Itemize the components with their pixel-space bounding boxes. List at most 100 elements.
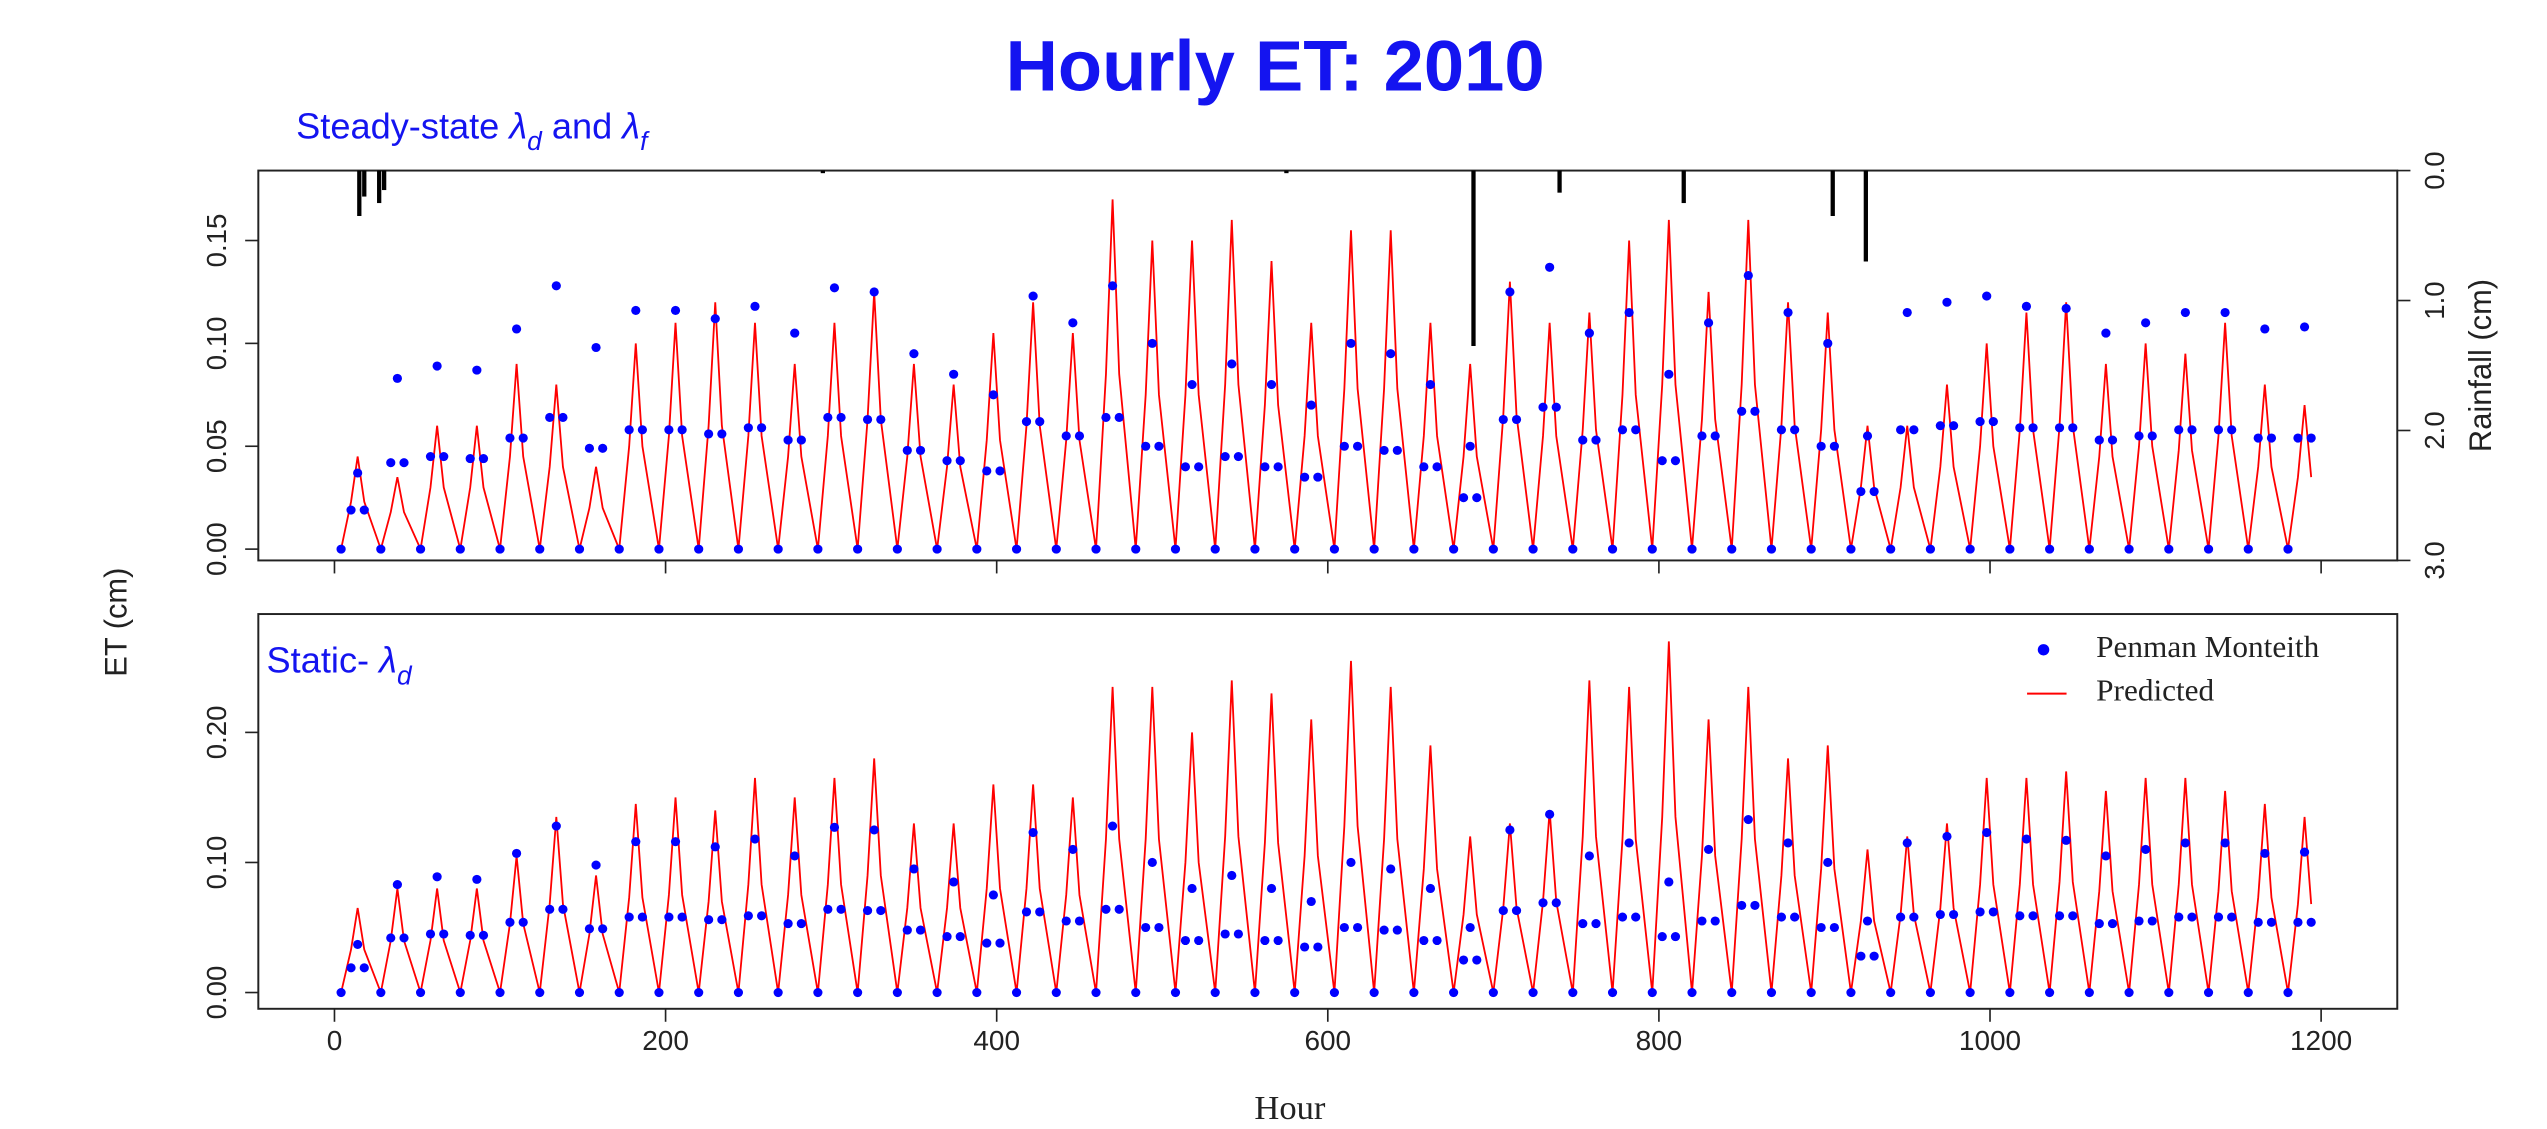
pm-point bbox=[1233, 929, 1244, 939]
pm-point bbox=[1091, 544, 1101, 554]
pm-point bbox=[2243, 544, 2253, 554]
pm-point bbox=[1346, 857, 1356, 868]
pm-point bbox=[2253, 433, 2263, 443]
pm-point bbox=[1823, 857, 1833, 868]
pm-point bbox=[1068, 844, 1078, 855]
pm-point bbox=[2306, 433, 2316, 443]
pm-point bbox=[2260, 324, 2270, 334]
pm-point bbox=[1687, 987, 1697, 998]
pm-point bbox=[1488, 987, 1498, 998]
pm-point bbox=[1339, 922, 1349, 933]
pm-point bbox=[836, 412, 846, 423]
pm-point bbox=[1528, 987, 1538, 998]
pm-point bbox=[472, 365, 482, 375]
pm-point bbox=[823, 412, 833, 423]
pm-point bbox=[1578, 435, 1588, 445]
y2-axis-title: Rainfall (cm) bbox=[2463, 279, 2498, 452]
pm-point bbox=[1458, 955, 1469, 965]
pm-point bbox=[425, 451, 436, 462]
predicted-line bbox=[340, 641, 2313, 996]
pm-point bbox=[1011, 987, 1022, 998]
pm-point bbox=[1266, 883, 1277, 894]
pm-point bbox=[511, 324, 522, 334]
pm-point bbox=[2045, 544, 2055, 554]
pm-point bbox=[654, 987, 664, 998]
pm-point bbox=[1965, 544, 1975, 554]
pm-point bbox=[1664, 877, 1674, 887]
pm-point bbox=[455, 544, 465, 554]
pm-point bbox=[2101, 328, 2111, 338]
pm-point bbox=[2015, 911, 2025, 921]
pm-point bbox=[1935, 909, 1945, 920]
pm-point bbox=[2227, 912, 2237, 922]
pm-point bbox=[813, 544, 823, 554]
panel-label: Static- λd bbox=[267, 639, 414, 690]
pm-point bbox=[972, 987, 982, 998]
pm-point bbox=[2306, 917, 2316, 927]
pm-point bbox=[1975, 907, 1985, 917]
pm-point bbox=[1902, 838, 1912, 848]
pm-point bbox=[1631, 425, 1641, 435]
pm-point bbox=[1687, 544, 1697, 554]
pm-point bbox=[346, 505, 356, 515]
pm-point bbox=[1114, 904, 1124, 914]
pm-point bbox=[1147, 338, 1157, 348]
y-tick-label: 0.10 bbox=[201, 836, 232, 890]
pm-point bbox=[2253, 917, 2263, 927]
pm-point bbox=[392, 880, 402, 890]
pm-point bbox=[1584, 328, 1594, 338]
pm-point bbox=[796, 435, 806, 445]
pm-point bbox=[1386, 864, 1396, 874]
pm-point bbox=[1703, 844, 1714, 855]
pm-point bbox=[353, 939, 363, 949]
pm-point bbox=[574, 544, 585, 554]
pm-point bbox=[773, 544, 783, 554]
y-axis-title: ET (cm) bbox=[99, 568, 134, 677]
pm-point bbox=[1488, 544, 1498, 554]
pm-point bbox=[2028, 911, 2038, 921]
pm-point bbox=[2021, 301, 2032, 311]
pm-point bbox=[2084, 544, 2094, 554]
pm-point bbox=[2147, 431, 2157, 441]
pm-point bbox=[1250, 544, 1260, 554]
pm-point bbox=[386, 458, 396, 468]
pm-point bbox=[1233, 451, 1244, 462]
pm-point bbox=[1227, 359, 1237, 369]
pm-point bbox=[1432, 935, 1442, 946]
pm-point bbox=[1180, 935, 1191, 946]
pm-point bbox=[1806, 987, 1816, 998]
pm-point bbox=[359, 963, 369, 973]
pm-point bbox=[2124, 987, 2134, 998]
pm-point bbox=[518, 917, 528, 927]
pm-point bbox=[478, 454, 489, 464]
panel-label: Steady-state λd and λf bbox=[296, 105, 650, 156]
pm-point bbox=[2299, 847, 2310, 857]
pm-point bbox=[1154, 441, 1164, 451]
pm-point bbox=[439, 451, 449, 462]
pm-point bbox=[2147, 916, 2157, 926]
pm-point bbox=[2220, 838, 2230, 848]
pm-point bbox=[949, 369, 959, 379]
pm-point bbox=[472, 874, 482, 884]
pm-point bbox=[2213, 912, 2224, 922]
pm-point bbox=[1925, 544, 1936, 554]
pm-point bbox=[591, 342, 601, 353]
pm-point bbox=[790, 328, 800, 338]
y2-tick-label: 3.0 bbox=[2419, 541, 2450, 579]
pm-point bbox=[1750, 406, 1760, 416]
pm-point bbox=[1227, 870, 1237, 881]
pm-point bbox=[1300, 472, 1310, 482]
pm-point bbox=[1511, 906, 1522, 916]
pm-point bbox=[432, 361, 442, 371]
pm-point bbox=[1035, 417, 1045, 427]
pm-point bbox=[478, 930, 489, 940]
pm-point bbox=[1528, 544, 1538, 554]
pm-point bbox=[1250, 987, 1260, 998]
pm-point bbox=[1846, 987, 1856, 998]
pm-point bbox=[1617, 912, 1628, 922]
x-tick-label: 600 bbox=[1304, 1025, 1351, 1056]
pm-point bbox=[876, 414, 886, 425]
pm-point bbox=[783, 919, 793, 929]
pm-point bbox=[399, 458, 409, 468]
pm-point bbox=[1392, 925, 1402, 935]
